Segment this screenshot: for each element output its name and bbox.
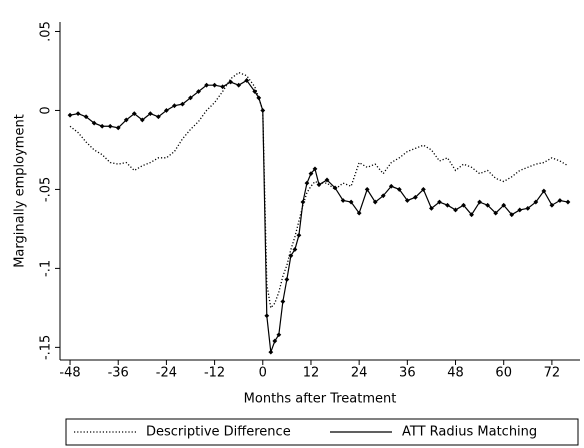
series-marker [404, 198, 410, 203]
series-marker [204, 82, 209, 88]
series-marker [280, 299, 286, 304]
y-tick-label: -.1 [39, 260, 54, 277]
x-tick-label: 36 [399, 366, 416, 381]
series-marker [123, 117, 129, 123]
series-marker [324, 177, 330, 183]
series-marker [107, 123, 113, 129]
series-marker [332, 185, 338, 191]
series-marker [557, 198, 563, 203]
series-marker [288, 253, 294, 259]
series-marker [260, 108, 266, 113]
x-tick-label: 48 [447, 366, 464, 381]
series-marker [244, 78, 250, 83]
x-tick-label: 12 [303, 366, 320, 381]
series-marker [429, 205, 434, 211]
series-marker [453, 207, 458, 213]
series-line [69, 71, 569, 310]
series-marker [525, 205, 531, 211]
series-marker [220, 84, 226, 90]
series-marker [485, 202, 491, 208]
series-marker [461, 202, 466, 208]
series-marker [164, 108, 169, 113]
series-marker [172, 103, 177, 109]
x-tick-label: -48 [59, 366, 80, 381]
series-marker [147, 111, 153, 117]
y-axis-title: Marginally employment [13, 114, 28, 268]
legend-label: ATT Radius Matching [402, 425, 537, 440]
series-marker [388, 183, 394, 189]
series-marker [67, 112, 73, 118]
series-marker [212, 82, 217, 88]
series-marker [284, 277, 290, 282]
series-marker [549, 202, 555, 208]
x-tick-label: -12 [204, 366, 225, 381]
legend-box [65, 418, 579, 446]
series-marker [380, 193, 386, 199]
series-marker [292, 247, 298, 252]
series-marker [91, 120, 97, 126]
series-marker [268, 349, 274, 355]
series-marker [236, 82, 242, 88]
x-tick-label: -24 [156, 366, 177, 381]
series-marker [493, 210, 499, 216]
series-marker [312, 166, 318, 172]
y-tick-label: .05 [39, 21, 54, 42]
series-marker [469, 212, 474, 218]
series-marker [396, 187, 402, 192]
series-marker [340, 198, 346, 203]
series-marker [565, 199, 571, 205]
series-marker [131, 111, 137, 117]
series-marker [437, 199, 442, 205]
series-marker [445, 202, 450, 208]
series-marker [300, 199, 306, 205]
series-marker [83, 114, 89, 120]
series-marker [115, 125, 121, 131]
series-marker [264, 313, 270, 319]
x-tick-label: 60 [495, 366, 512, 381]
x-tick-label: 24 [351, 366, 368, 381]
series-marker [364, 187, 370, 192]
series-marker [541, 188, 547, 194]
series-marker [155, 114, 161, 120]
series-marker [412, 194, 418, 200]
series-line [69, 79, 569, 353]
series-marker [188, 95, 193, 101]
series-marker [256, 95, 262, 101]
series-marker [139, 117, 145, 123]
series-marker [252, 89, 258, 94]
series-marker [276, 332, 282, 338]
series-marker [372, 199, 378, 205]
x-tick-label: 72 [544, 366, 561, 381]
series-marker [316, 182, 322, 188]
series-marker [196, 89, 201, 94]
series-marker [509, 212, 515, 218]
series-marker [517, 207, 523, 213]
series-marker [420, 187, 426, 192]
x-tick-label: -36 [108, 366, 129, 381]
series-marker [75, 111, 81, 117]
series-marker [99, 123, 105, 129]
series-marker [272, 338, 278, 344]
series-marker [304, 180, 310, 186]
y-tick-label: 0 [39, 106, 54, 114]
series-marker [180, 101, 185, 107]
series-marker [501, 202, 507, 208]
series-marker [348, 199, 354, 205]
series-marker [296, 232, 302, 238]
y-tick-label: -.05 [39, 177, 54, 202]
y-tick-label: -.15 [39, 335, 54, 360]
series-marker [356, 210, 362, 216]
series-marker [533, 199, 539, 205]
series-marker [477, 199, 483, 205]
legend-label: Descriptive Difference [146, 425, 291, 440]
x-axis-title: Months after Treatment [244, 392, 397, 407]
x-tick-label: 0 [259, 366, 267, 381]
series-marker [308, 171, 314, 177]
series-marker [228, 79, 234, 85]
